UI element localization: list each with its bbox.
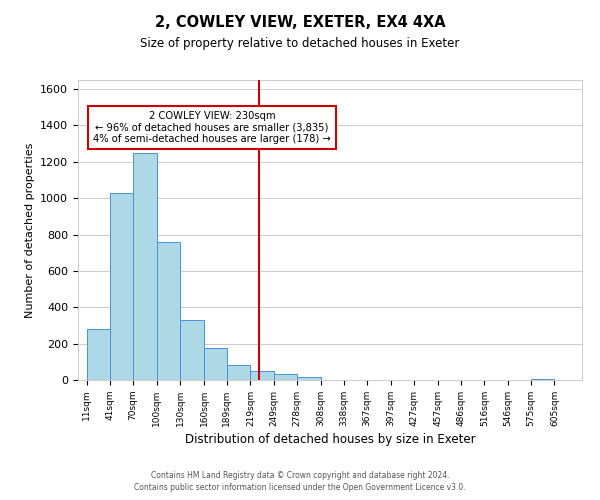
Bar bbox=[181, 320, 204, 380]
Bar bbox=[274, 374, 297, 380]
Bar bbox=[86, 329, 110, 380]
Text: Contains public sector information licensed under the Open Government Licence v3: Contains public sector information licen… bbox=[134, 483, 466, 492]
Text: Size of property relative to detached houses in Exeter: Size of property relative to detached ho… bbox=[140, 38, 460, 51]
Bar bbox=[227, 364, 250, 380]
Bar bbox=[110, 192, 133, 380]
Bar bbox=[133, 152, 157, 380]
Bar bbox=[157, 242, 181, 380]
Bar bbox=[204, 348, 227, 380]
Text: 2, COWLEY VIEW, EXETER, EX4 4XA: 2, COWLEY VIEW, EXETER, EX4 4XA bbox=[155, 15, 445, 30]
Text: 2 COWLEY VIEW: 230sqm
← 96% of detached houses are smaller (3,835)
4% of semi-de: 2 COWLEY VIEW: 230sqm ← 96% of detached … bbox=[93, 111, 331, 144]
Text: Contains HM Land Registry data © Crown copyright and database right 2024.: Contains HM Land Registry data © Crown c… bbox=[151, 472, 449, 480]
Bar bbox=[531, 378, 554, 380]
Bar bbox=[297, 376, 320, 380]
Y-axis label: Number of detached properties: Number of detached properties bbox=[25, 142, 35, 318]
Bar bbox=[250, 371, 274, 380]
X-axis label: Distribution of detached houses by size in Exeter: Distribution of detached houses by size … bbox=[185, 433, 475, 446]
